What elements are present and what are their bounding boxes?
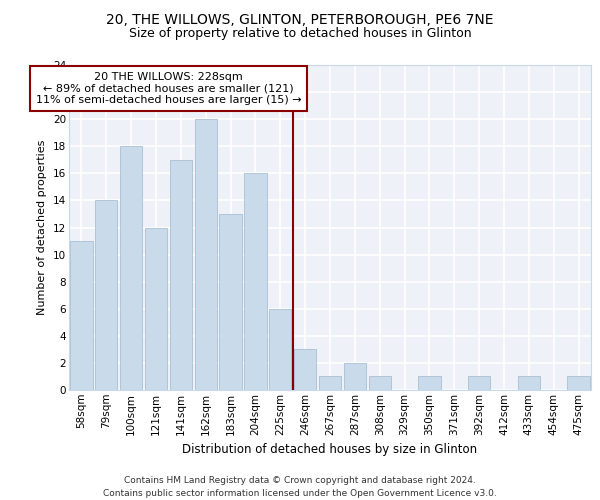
Bar bbox=[368, 376, 391, 390]
Bar bbox=[145, 228, 167, 390]
Text: Contains HM Land Registry data © Crown copyright and database right 2024.
Contai: Contains HM Land Registry data © Crown c… bbox=[103, 476, 497, 498]
Bar bbox=[518, 376, 540, 390]
Bar bbox=[418, 376, 440, 390]
Text: 20 THE WILLOWS: 228sqm
← 89% of detached houses are smaller (121)
11% of semi-de: 20 THE WILLOWS: 228sqm ← 89% of detached… bbox=[35, 72, 301, 105]
Bar bbox=[344, 363, 366, 390]
Bar bbox=[70, 241, 92, 390]
Text: 20, THE WILLOWS, GLINTON, PETERBOROUGH, PE6 7NE: 20, THE WILLOWS, GLINTON, PETERBOROUGH, … bbox=[106, 12, 494, 26]
Bar bbox=[95, 200, 118, 390]
X-axis label: Distribution of detached houses by size in Glinton: Distribution of detached houses by size … bbox=[182, 443, 478, 456]
Bar bbox=[170, 160, 192, 390]
Bar bbox=[294, 350, 316, 390]
Bar bbox=[220, 214, 242, 390]
Y-axis label: Number of detached properties: Number of detached properties bbox=[37, 140, 47, 315]
Bar bbox=[568, 376, 590, 390]
Bar bbox=[269, 308, 292, 390]
Bar bbox=[468, 376, 490, 390]
Bar bbox=[120, 146, 142, 390]
Bar bbox=[194, 119, 217, 390]
Bar bbox=[319, 376, 341, 390]
Text: Size of property relative to detached houses in Glinton: Size of property relative to detached ho… bbox=[128, 28, 472, 40]
Bar bbox=[244, 174, 266, 390]
